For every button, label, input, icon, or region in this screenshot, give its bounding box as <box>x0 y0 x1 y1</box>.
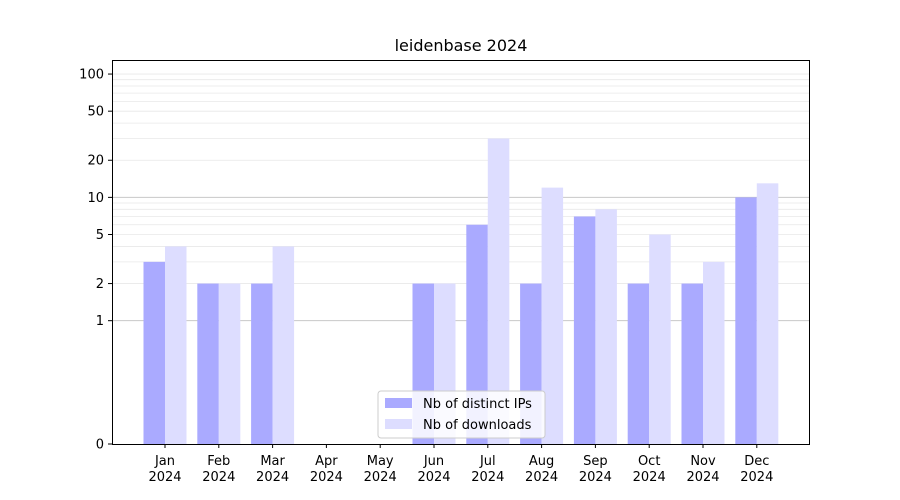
bar-nb-of-distinct-ips <box>681 283 703 444</box>
y-tick-label: 20 <box>87 154 104 169</box>
y-tick-label: 50 <box>87 105 104 120</box>
legend-label: Nb of downloads <box>423 418 532 433</box>
plot-frame <box>112 60 810 445</box>
x-tick-label: Apr <box>315 454 338 469</box>
x-tick-label: Aug <box>529 454 554 469</box>
bar-nb-of-downloads <box>756 183 779 444</box>
x-tick-label: May <box>367 454 394 469</box>
x-tick-label: Nov <box>690 454 716 469</box>
x-tick-label-year: 2024 <box>202 470 235 485</box>
x-tick-label: Jun <box>423 454 444 469</box>
x-tick-label: Feb <box>207 454 230 469</box>
bar-nb-of-distinct-ips <box>627 283 650 444</box>
y-tick-label: 1 <box>96 314 104 329</box>
bar-nb-of-downloads <box>595 209 617 444</box>
bar-nb-of-downloads <box>649 234 671 444</box>
x-tick-label-year: 2024 <box>364 470 397 485</box>
x-tick-label: Oct <box>638 454 660 469</box>
y-tick-label: 2 <box>96 277 104 292</box>
bar-nb-of-downloads <box>703 261 725 444</box>
x-tick-label: Sep <box>583 454 608 469</box>
chart-title: leidenbase 2024 <box>395 36 528 55</box>
y-tick-label: 100 <box>79 68 104 83</box>
x-tick-label: Mar <box>260 454 285 469</box>
x-tick-label-year: 2024 <box>256 470 289 485</box>
bar-nb-of-downloads <box>272 246 295 444</box>
x-tick-label-year: 2024 <box>525 470 558 485</box>
bar-nb-of-distinct-ips <box>251 283 273 444</box>
bar-nb-of-distinct-ips <box>573 216 596 444</box>
x-tick-label: Jan <box>154 454 175 469</box>
bar-nb-of-downloads <box>487 138 510 444</box>
legend-swatch <box>385 419 412 429</box>
y-tick-label: 10 <box>87 191 104 206</box>
bar-nb-of-downloads <box>218 283 241 444</box>
x-tick-label-year: 2024 <box>686 470 719 485</box>
x-tick-label-year: 2024 <box>740 470 773 485</box>
x-tick-label: Dec <box>744 454 769 469</box>
axes: 0125102050100Jan2024Feb2024Mar2024Apr202… <box>79 68 773 485</box>
legend-box <box>377 390 546 439</box>
legend-swatch <box>385 398 412 408</box>
x-tick-label-year: 2024 <box>148 470 181 485</box>
bar-nb-of-downloads <box>541 187 564 445</box>
bar-nb-of-distinct-ips <box>197 283 219 444</box>
x-tick-label-year: 2024 <box>579 470 612 485</box>
legend-label: Nb of distinct IPs <box>423 397 532 412</box>
y-tick-label: 0 <box>96 438 104 453</box>
bar-nb-of-distinct-ips <box>466 224 488 444</box>
bar-nb-of-downloads <box>165 246 187 444</box>
x-tick-label-year: 2024 <box>417 470 450 485</box>
x-tick-label: Jul <box>479 454 496 469</box>
x-tick-label-year: 2024 <box>471 470 504 485</box>
y-tick-label: 5 <box>96 228 104 243</box>
x-tick-label-year: 2024 <box>310 470 343 485</box>
legend: Nb of distinct IPs Nb of downloads <box>377 390 546 439</box>
bar-nb-of-distinct-ips <box>735 197 757 444</box>
grid <box>112 73 809 322</box>
x-tick-label-year: 2024 <box>633 470 666 485</box>
bar-nb-of-distinct-ips <box>143 261 165 444</box>
